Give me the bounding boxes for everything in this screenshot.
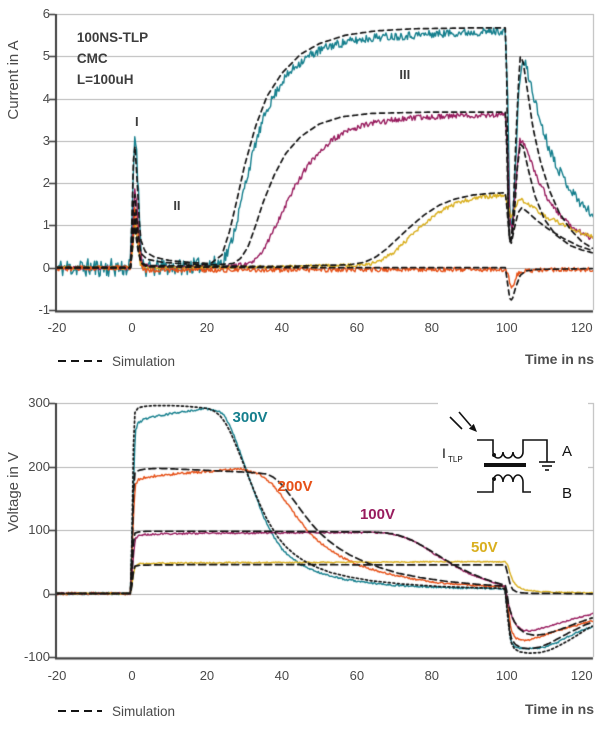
esd-pulse-arrow-shaft xyxy=(458,411,472,427)
legend-label-simulation: Simulation xyxy=(112,703,176,719)
simulation-dash-sample-icon xyxy=(58,360,102,362)
circuit-wires xyxy=(449,411,555,493)
port-a-label: A xyxy=(562,443,572,460)
itlp-subscript: TLP xyxy=(448,455,463,464)
simulation-dash-sample-icon xyxy=(58,710,102,712)
core-bar xyxy=(484,463,526,467)
primary-winding xyxy=(492,451,524,459)
secondary-left-lead xyxy=(477,482,494,493)
legend-voltage-chart: Simulation xyxy=(57,702,175,720)
esd-pulse-stroke xyxy=(449,416,463,430)
primary-dot xyxy=(492,453,496,457)
esd-pulse-arrowhead xyxy=(468,423,477,432)
primary-left-lead xyxy=(477,439,494,452)
y-axis-title-current: Current in A xyxy=(5,40,22,120)
cmc-circuit-inset: I TLP A B xyxy=(438,400,588,505)
secondary-winding xyxy=(492,474,524,483)
legend-current-chart: Simulation xyxy=(57,352,175,370)
secondary-dot xyxy=(492,477,496,481)
y-axis-title-voltage: Voltage in V xyxy=(5,451,22,533)
primary-right-lead xyxy=(522,439,548,462)
itlp-label: I xyxy=(442,445,446,461)
secondary-right-lead xyxy=(522,482,531,493)
x-axis-title-voltage: Time in ns xyxy=(525,701,594,717)
x-axis-title-current: Time in ns xyxy=(525,351,594,367)
port-b-label: B xyxy=(562,485,572,502)
legend-label-simulation: Simulation xyxy=(112,353,176,369)
